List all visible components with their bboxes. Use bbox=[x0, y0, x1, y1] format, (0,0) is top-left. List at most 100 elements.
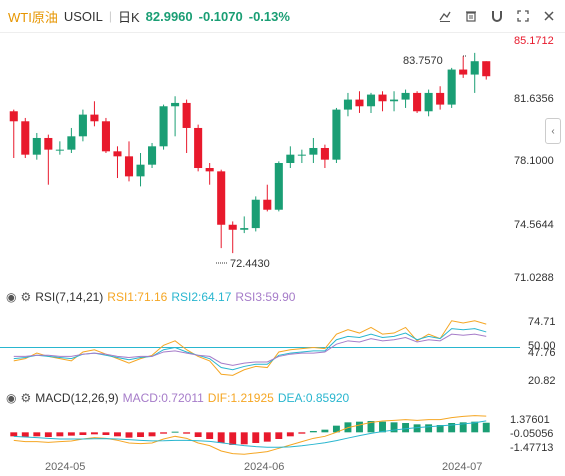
rsi2-value: RSI2:64.17 bbox=[171, 290, 232, 304]
rsi-axis-label: 50.00 bbox=[528, 340, 556, 352]
macd-bar bbox=[137, 432, 144, 437]
period-selector[interactable]: 日K bbox=[117, 9, 140, 25]
price-axis-label: 74.5644 bbox=[514, 219, 554, 231]
magnet-icon[interactable] bbox=[487, 6, 507, 26]
candle-body bbox=[171, 102, 180, 107]
candle-body bbox=[228, 224, 237, 230]
dif-line bbox=[13, 415, 487, 455]
macd-bar bbox=[413, 424, 421, 433]
candle-body bbox=[366, 94, 376, 107]
macd-bar bbox=[402, 423, 410, 433]
high-annotation: 83.7570 bbox=[403, 55, 443, 67]
macd-bar bbox=[56, 432, 64, 437]
price-change: -0.1070 bbox=[198, 8, 243, 24]
candle-body bbox=[148, 146, 157, 165]
macd-bar bbox=[379, 421, 386, 433]
macd-bar bbox=[448, 423, 456, 433]
candle-body bbox=[113, 151, 122, 157]
candle-body bbox=[378, 94, 387, 102]
candle-body bbox=[447, 69, 456, 105]
candle-body bbox=[297, 154, 306, 156]
visibility-icon[interactable]: ◉ bbox=[6, 290, 17, 304]
macd-bar bbox=[102, 432, 110, 435]
macd-bar bbox=[148, 432, 156, 437]
draw-line-icon[interactable] bbox=[435, 6, 455, 26]
macd-bar bbox=[33, 432, 41, 437]
price-axis-label: 81.6356 bbox=[514, 93, 554, 105]
macd-bar bbox=[44, 432, 52, 437]
rsi1-line bbox=[13, 320, 487, 376]
candle-body bbox=[251, 199, 260, 229]
candlestick-pane[interactable]: 85.1712 81.6356 78.1000 74.5644 71.0288 … bbox=[0, 32, 565, 287]
macd-pane[interactable]: 1.37601 -0.05056 -1.47713 bbox=[0, 408, 565, 458]
candle-body bbox=[32, 137, 41, 155]
candle-body bbox=[343, 99, 352, 110]
gear-icon[interactable]: ⚙ bbox=[20, 290, 32, 304]
delete-drawing-icon[interactable] bbox=[461, 6, 481, 26]
time-axis-label: 2024-07 bbox=[442, 461, 482, 473]
macd-bar bbox=[298, 432, 306, 434]
macd-legend: ◉ ⚙ MACD(12,26,9) MACD:0.72011 DIF:1.219… bbox=[0, 389, 349, 407]
macd-bar bbox=[459, 422, 467, 433]
candle-body bbox=[67, 136, 76, 150]
chart-header: WTI原油 USOIL | 日K 82.9960 -0.1070 -0.13% bbox=[0, 0, 565, 33]
rsi3-value: RSI3:59.90 bbox=[235, 290, 296, 304]
rsi-legend: ◉ ⚙ RSI(7,14,21) RSI1:71.16 RSI2:64.17 R… bbox=[0, 288, 295, 306]
candle-body bbox=[424, 92, 433, 112]
macd-bar bbox=[206, 432, 214, 439]
candle-body bbox=[21, 121, 30, 155]
dea-value: DEA:0.85920 bbox=[277, 391, 350, 405]
divider: | bbox=[108, 9, 112, 23]
gear-icon[interactable]: ⚙ bbox=[20, 391, 32, 405]
macd-bar bbox=[425, 424, 433, 433]
candle-body bbox=[413, 92, 422, 112]
symbol-code: USOIL bbox=[63, 8, 103, 24]
candle-body bbox=[159, 106, 168, 147]
scroll-left-arrow[interactable]: ‹ bbox=[545, 118, 561, 144]
macd-bar bbox=[194, 432, 202, 437]
settings-icon[interactable] bbox=[539, 6, 559, 26]
low-annotation: 72.4430 bbox=[230, 258, 270, 270]
macd-bar bbox=[367, 421, 375, 433]
candle-body bbox=[182, 102, 191, 128]
candle-body bbox=[194, 127, 203, 169]
candle-body bbox=[263, 199, 272, 210]
dea-line bbox=[13, 420, 487, 448]
candle-body bbox=[78, 114, 87, 137]
macd-bar bbox=[436, 425, 444, 433]
candle-body bbox=[101, 121, 110, 152]
fullscreen-icon[interactable] bbox=[513, 6, 533, 26]
macd-axis-label: -0.05056 bbox=[510, 428, 553, 440]
candle-body bbox=[55, 149, 64, 151]
candle-body bbox=[470, 61, 479, 75]
rsi3-line bbox=[13, 333, 487, 366]
macd-bar bbox=[263, 432, 271, 442]
time-axis-label: 2024-05 bbox=[45, 461, 85, 473]
time-axis-label: 2024-06 bbox=[244, 461, 284, 473]
candle-body bbox=[240, 228, 249, 230]
macd-bar bbox=[229, 432, 237, 445]
rsi2-line bbox=[13, 328, 487, 371]
candle-body bbox=[9, 111, 18, 122]
rsi-pane[interactable]: 74.71 50.00 47.76 20.82 bbox=[0, 306, 565, 386]
macd-bar bbox=[217, 432, 225, 443]
macd-name: MACD(12,26,9) bbox=[35, 391, 119, 405]
candle-body bbox=[274, 163, 283, 210]
visibility-icon[interactable]: ◉ bbox=[6, 391, 17, 405]
macd-bar bbox=[10, 432, 18, 437]
macd-bar bbox=[275, 432, 283, 439]
price-change-percent: -0.13% bbox=[248, 8, 290, 24]
macd-bar bbox=[309, 430, 317, 433]
candle-body bbox=[332, 109, 341, 160]
macd-bar bbox=[252, 432, 260, 443]
candle-body bbox=[355, 99, 364, 107]
candle-body bbox=[205, 168, 214, 172]
macd-bar bbox=[79, 432, 87, 435]
time-axis: 2024-05 2024-06 2024-07 bbox=[45, 461, 482, 473]
symbol-name[interactable]: WTI原油 bbox=[8, 9, 58, 25]
candle-body bbox=[320, 147, 329, 160]
macd-bar bbox=[21, 432, 29, 437]
candle-body bbox=[309, 147, 318, 155]
rsi-axis-label: 20.82 bbox=[528, 375, 556, 386]
